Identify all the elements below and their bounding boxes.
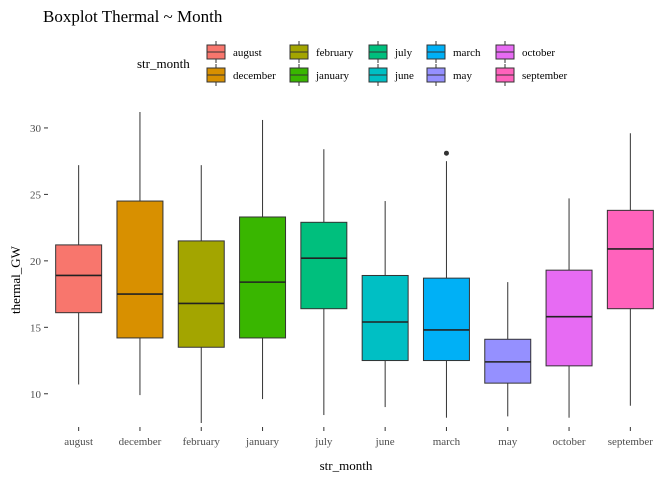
legend-label: december <box>233 70 276 82</box>
x-tick-label: september <box>608 436 654 448</box>
legend-item-march: march <box>426 41 481 63</box>
legend-item-august: august <box>206 41 262 63</box>
y-tick-label: 25 <box>30 189 42 201</box>
box-body <box>422 277 470 362</box>
legend-item-july: july <box>368 41 413 63</box>
x-tick-label: december <box>119 436 162 448</box>
y-tick-label: 10 <box>30 389 42 401</box>
box-body <box>116 200 164 339</box>
legend-item-february: february <box>289 41 354 63</box>
chart-title: Boxplot Thermal ~ Month <box>43 7 223 26</box>
legend-label: march <box>453 47 481 59</box>
legend-label: january <box>315 70 349 82</box>
box-body <box>361 274 409 362</box>
y-tick-label: 15 <box>30 322 42 334</box>
legend: str_month august december february january j… <box>137 41 568 86</box>
box-body <box>545 269 593 367</box>
x-tick-label: may <box>498 436 517 448</box>
legend-item-may: may <box>426 64 472 86</box>
legend-label: august <box>233 47 262 59</box>
box-march <box>422 150 470 418</box>
box-body <box>177 240 225 348</box>
box-body <box>606 209 654 310</box>
legend-label: september <box>522 70 568 82</box>
legend-label: may <box>453 70 472 82</box>
x-tick-label: october <box>553 436 586 448</box>
x-tick-label: june <box>375 436 395 448</box>
legend-label: october <box>522 47 555 59</box>
x-tick-label: august <box>64 436 93 448</box>
legend-label: june <box>394 70 414 82</box>
y-tick-label: 30 <box>30 123 42 135</box>
box-february <box>177 165 225 424</box>
box-september <box>606 133 654 406</box>
legend-item-january: january <box>289 64 349 86</box>
box-body <box>239 216 287 339</box>
box-june <box>361 201 409 408</box>
x-tick-label: march <box>433 436 461 448</box>
legend-item-october: october <box>495 41 555 63</box>
box-july <box>300 149 348 416</box>
box-body <box>55 244 103 314</box>
legend-item-september: september <box>495 64 568 86</box>
plot-area: 10 15 20 25 30 august december february january j… <box>30 111 654 448</box>
box-december <box>116 111 164 396</box>
box-august <box>55 165 103 385</box>
x-tick-label: july <box>314 436 333 448</box>
box-october <box>545 198 593 418</box>
legend-item-june: june <box>368 64 414 86</box>
y-tick-label: 20 <box>30 256 42 268</box>
legend-label: february <box>316 47 354 59</box>
x-tick-label: february <box>183 436 221 448</box>
legend-item-december: december <box>206 64 276 86</box>
y-axis-title: thermal_GW <box>8 245 23 314</box>
legend-label: july <box>394 47 413 59</box>
box-may <box>484 282 532 417</box>
x-tick-label: january <box>245 436 279 448</box>
box-january <box>239 119 287 400</box>
x-axis-title: str_month <box>320 458 373 473</box>
outlier-point <box>443 150 449 156</box>
box-body <box>300 221 348 310</box>
legend-title: str_month <box>137 56 190 71</box>
